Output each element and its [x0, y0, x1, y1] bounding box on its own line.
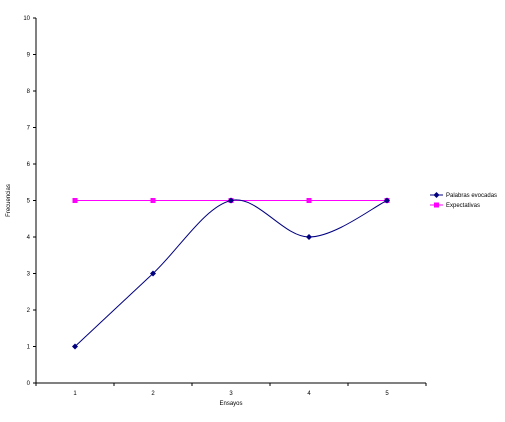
y-tick-label: 0: [27, 381, 31, 387]
data-point: [150, 198, 156, 203]
data-point: [306, 234, 312, 240]
legend-swatch-marker: [434, 202, 439, 208]
data-point: [72, 343, 78, 350]
y-tick-label: 5: [27, 199, 31, 205]
y-tick-label: 3: [27, 272, 31, 278]
data-point: [150, 270, 156, 277]
x-tick-label: 1: [73, 391, 77, 397]
y-tick-label: 6: [27, 162, 31, 168]
y-axis-ticks: 0 1 2 3 4 5 6 7 8 9 10: [23, 16, 36, 387]
y-tick-label: 2: [27, 308, 31, 314]
data-point: [384, 197, 390, 204]
legend: Palabras evocadas Expectativas: [430, 192, 497, 209]
x-tick-label: 3: [229, 391, 233, 397]
x-tick-label: 5: [385, 391, 389, 397]
data-point: [228, 197, 234, 204]
x-axis-title: Ensayos: [219, 401, 242, 407]
series-0: [72, 197, 390, 350]
x-axis-ticks: 1 2 3 4 5: [35, 383, 427, 397]
x-tick-label: 4: [307, 391, 311, 397]
y-tick-label: 7: [27, 126, 31, 132]
data-point: [72, 198, 78, 203]
series-line: [74, 199, 388, 347]
y-tick-label: 4: [27, 235, 31, 241]
legend-label: Palabras evocadas: [446, 193, 497, 199]
series-layer: [72, 197, 390, 350]
y-axis-title: Frecuencias: [6, 184, 12, 217]
legend-swatch-marker: [433, 192, 440, 198]
x-tick-label: 2: [151, 391, 155, 397]
y-tick-label: 1: [27, 345, 31, 351]
y-tick-label: 8: [27, 89, 31, 95]
legend-label: Expectativas: [446, 203, 480, 209]
y-tick-label: 9: [27, 53, 31, 59]
y-tick-label: 10: [23, 16, 30, 22]
data-point: [306, 198, 312, 203]
